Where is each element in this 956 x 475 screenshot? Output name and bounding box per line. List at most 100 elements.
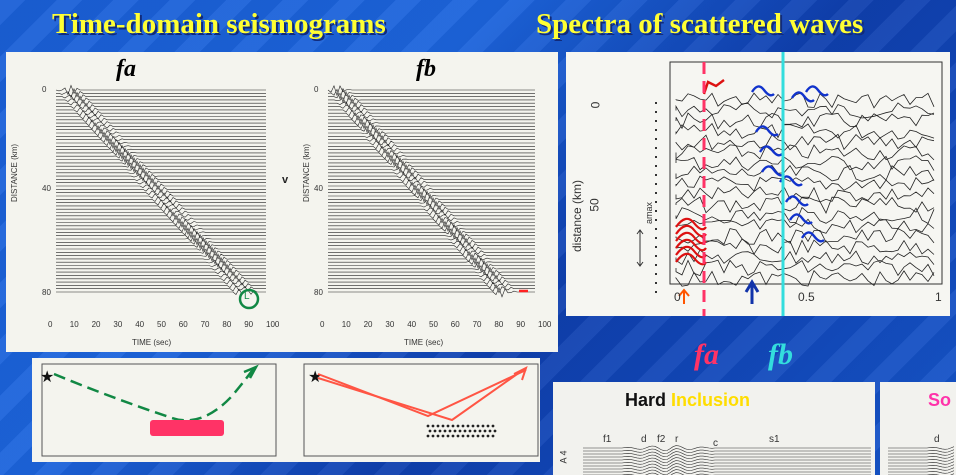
inclusion-trace xyxy=(888,464,955,468)
seismogram-trace xyxy=(328,223,535,236)
x-tick: 20 xyxy=(91,320,101,329)
scatterer-dot xyxy=(471,424,475,428)
seismogram-trace xyxy=(56,285,266,292)
spectrum-trace xyxy=(675,92,935,109)
spectra-traces xyxy=(655,79,935,293)
inclusion-trace xyxy=(583,469,871,475)
seismogram-trace xyxy=(56,88,266,99)
dotted-scale xyxy=(655,219,657,221)
inclusion-trace xyxy=(888,449,955,453)
spectrum-trace xyxy=(675,102,935,119)
spectra-panel: distance (km) 0 50 amax 0 0.5 1 xyxy=(566,52,950,316)
seismogram-trace xyxy=(56,188,266,197)
y-tick-b-80: 80 xyxy=(314,288,323,297)
x-axis-title-b: TIME (sec) xyxy=(404,338,444,347)
spectrum-trace xyxy=(675,122,935,140)
scatterer-dot xyxy=(466,424,470,428)
seismogram-trace xyxy=(56,131,266,142)
seismogram-trace xyxy=(56,246,266,259)
spectrum-trace xyxy=(675,164,935,182)
scatterer-dot xyxy=(446,424,450,428)
x-axis-title-a: TIME (sec) xyxy=(132,338,172,347)
spectrum-trace xyxy=(675,227,935,245)
hard-label: Hard xyxy=(625,390,667,410)
trace-label-r: r xyxy=(675,434,679,445)
seismogram-trace xyxy=(328,109,535,117)
scatterer-dot xyxy=(438,429,442,433)
seismogram-trace xyxy=(56,278,266,286)
seismogram-trace xyxy=(328,123,535,137)
spectrum-trace xyxy=(675,269,935,287)
seismogram-trace xyxy=(56,230,266,243)
fa-arrow xyxy=(678,288,690,304)
scatterer-dot xyxy=(461,424,465,428)
seismogram-trace xyxy=(56,147,266,160)
scatterer-dot xyxy=(466,434,470,438)
dotted-scale xyxy=(655,201,657,203)
dotted-scale xyxy=(655,273,657,275)
inclusion-trace xyxy=(583,466,871,473)
seismogram-trace xyxy=(328,131,535,142)
soft-label: So xyxy=(928,390,952,410)
x-tick: 20 xyxy=(363,320,373,329)
spectra-y-tick-50: 50 xyxy=(587,198,602,212)
scatterer-dot xyxy=(473,429,477,433)
scatterer-dot xyxy=(433,429,437,433)
spectra-svg xyxy=(636,52,943,316)
dotted-scale xyxy=(655,210,657,212)
x-tick: 100 xyxy=(266,320,280,329)
seismogram-trace xyxy=(56,220,266,232)
scatterer-dot xyxy=(461,434,465,438)
dotted-scale xyxy=(655,291,657,293)
dotted-scale xyxy=(655,237,657,239)
scatterer-dot xyxy=(481,424,485,428)
spectrum-trace xyxy=(675,206,935,224)
seismogram-svg xyxy=(55,84,535,310)
seismogram-trace xyxy=(56,267,266,277)
blue-peak xyxy=(800,231,825,243)
seismogram-trace xyxy=(328,278,535,286)
seismogram-trace xyxy=(56,202,266,209)
x-tick: 0 xyxy=(320,320,325,329)
seismogram-trace xyxy=(328,200,535,211)
scatterer-dot xyxy=(446,434,450,438)
inclusion-label: Inclusion xyxy=(671,390,751,410)
y-axis-title-b: DISTANCE (km) xyxy=(302,143,311,202)
seismogram-trace xyxy=(328,253,535,265)
dotted-scale xyxy=(655,255,657,257)
dotted-scale xyxy=(655,120,657,122)
scatterer-dot xyxy=(468,429,472,433)
source-star-a: ★ xyxy=(40,369,54,386)
seismogram-trace xyxy=(56,125,266,135)
spectra-x-tick-0: 0 xyxy=(674,290,681,304)
scatterer-dot xyxy=(483,429,487,433)
seismogram-trace xyxy=(56,150,266,163)
seismogram-trace xyxy=(56,170,266,182)
seismogram-trace xyxy=(328,217,535,228)
inclusion-trace xyxy=(583,457,871,464)
y-tick-b-40: 40 xyxy=(314,184,323,193)
spectrum-trace xyxy=(675,218,935,234)
spectra-y-title: distance (km) xyxy=(570,179,584,252)
blue-peak xyxy=(758,145,783,157)
spectrum-trace xyxy=(675,175,935,192)
raypath-panel: ★ ★ xyxy=(32,358,540,462)
seismogram-trace xyxy=(328,237,535,247)
seismogram-trace xyxy=(56,181,266,190)
seismogram-trace xyxy=(56,137,266,150)
red-peak xyxy=(675,217,707,231)
scatterer-dot xyxy=(486,434,490,438)
seismogram-trace xyxy=(56,174,266,185)
seismogram-trace xyxy=(328,233,535,245)
y-tick-a-80: 80 xyxy=(42,288,51,297)
spectra-y-tick-0: 0 xyxy=(588,101,603,109)
seismogram-trace xyxy=(56,239,266,253)
seismogram-trace xyxy=(56,91,266,101)
seismogram-trace xyxy=(56,208,266,217)
seismogram-trace xyxy=(328,257,535,269)
scatterer-dot xyxy=(458,429,462,433)
blue-peak xyxy=(750,85,775,97)
seismogram-trace xyxy=(328,209,535,216)
seismogram-trace xyxy=(56,163,266,176)
x-tick: 30 xyxy=(385,320,395,329)
